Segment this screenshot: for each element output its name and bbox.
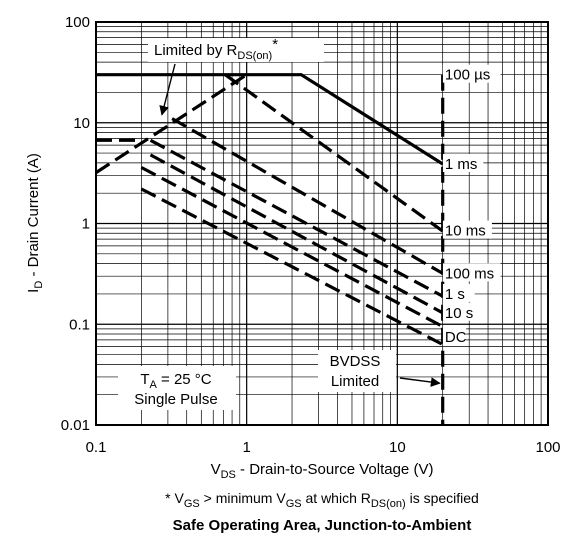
series-label: 100 µs <box>445 67 490 84</box>
series-label: DC <box>445 329 467 346</box>
series-line <box>95 73 248 174</box>
bvdss-arrow <box>399 377 441 387</box>
series-line <box>140 187 444 346</box>
bvdss-annotation-line2: Limited <box>331 373 379 390</box>
ta-annotation: TA = 25 °C <box>140 371 211 391</box>
series-line <box>149 153 444 315</box>
y-tick-label: 10 <box>73 115 90 132</box>
y-tick-label: 0.1 <box>69 316 90 333</box>
series-label-bg <box>442 220 492 239</box>
series-label-bg <box>442 302 484 321</box>
bvdss-annotation-line1: BVDSS <box>330 353 381 370</box>
series-lines <box>95 73 445 425</box>
bvdss-label-bg <box>318 350 396 392</box>
series-line <box>96 73 444 166</box>
series-label-bg <box>442 326 467 345</box>
series-label: 1 ms <box>445 156 478 173</box>
chart-title: Safe Operating Area, Junction-to-Ambient <box>173 517 472 534</box>
series-line <box>140 166 444 328</box>
series-label-bg <box>442 64 501 83</box>
pulse-annotation: Single Pulse <box>134 391 217 408</box>
y-tick-labels: 0.01 0.1 1 10 100 <box>61 14 90 434</box>
rds-arrow <box>159 63 176 116</box>
series-line <box>171 117 444 275</box>
footnote: * VGS > minimum VGS at which RDS(on) is … <box>165 490 479 510</box>
series-label-bg <box>442 283 475 302</box>
series-labels: 100 µs 1 ms 10 ms 100 ms 1 s 10 s DC <box>442 64 501 346</box>
rds-label-bg <box>148 38 324 62</box>
series-label: 1 s <box>445 286 465 303</box>
x-tick-label: 10 <box>389 439 406 456</box>
x-tick-labels: 0.1 1 10 100 <box>86 439 561 456</box>
y-tick-label: 0.01 <box>61 417 90 434</box>
x-tick-label: 100 <box>535 439 560 456</box>
series-label: 100 ms <box>445 265 494 282</box>
series-label-bg <box>442 263 501 282</box>
plot-frame <box>95 21 549 426</box>
series-label: 10 s <box>445 305 473 322</box>
series-label-bg <box>442 153 484 172</box>
series-line <box>149 138 444 298</box>
x-axis-label: VDS - Drain-to-Source Voltage (V) <box>211 461 434 481</box>
y-tick-label: 1 <box>82 216 90 233</box>
callout-group <box>118 38 441 410</box>
series-label: 10 ms <box>445 223 486 240</box>
rds-annotation: Limited by RDS(on)* <box>154 36 278 62</box>
y-tick-label: 100 <box>65 14 90 31</box>
ta-label-bg <box>118 366 236 410</box>
x-tick-label: 0.1 <box>86 439 107 456</box>
y-axis-label: ID - Drain Current (A) <box>25 153 45 293</box>
x-tick-label: 1 <box>242 439 250 456</box>
